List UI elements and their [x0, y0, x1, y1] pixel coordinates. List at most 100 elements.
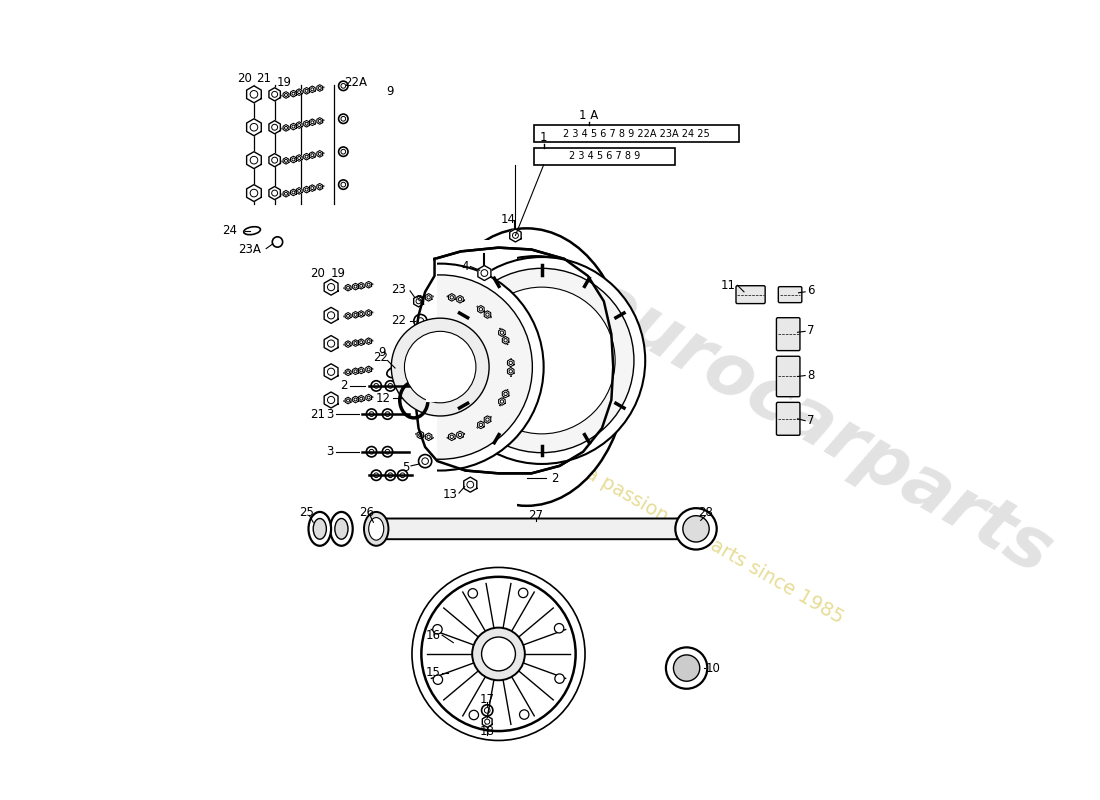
Circle shape — [339, 180, 348, 190]
Circle shape — [339, 147, 348, 156]
Circle shape — [666, 647, 707, 689]
Text: 5: 5 — [402, 462, 409, 474]
Polygon shape — [283, 125, 289, 131]
Text: 2 3 4 5 6 7 8 9: 2 3 4 5 6 7 8 9 — [569, 151, 640, 162]
Circle shape — [318, 152, 321, 155]
Circle shape — [311, 88, 313, 91]
Text: a passion for parts since 1985: a passion for parts since 1985 — [582, 464, 847, 628]
Circle shape — [285, 159, 287, 162]
Polygon shape — [268, 186, 280, 200]
Circle shape — [446, 267, 626, 448]
Text: 3: 3 — [327, 446, 334, 458]
Circle shape — [419, 434, 422, 437]
Polygon shape — [484, 416, 491, 423]
FancyBboxPatch shape — [777, 356, 800, 397]
Polygon shape — [309, 152, 316, 158]
Circle shape — [328, 340, 334, 347]
Text: 8: 8 — [807, 369, 814, 382]
Bar — [0, 212, 438, 588]
Circle shape — [318, 186, 321, 188]
Polygon shape — [449, 433, 455, 441]
Circle shape — [360, 313, 363, 315]
Ellipse shape — [364, 512, 388, 546]
Circle shape — [292, 92, 295, 95]
Polygon shape — [324, 364, 338, 380]
Text: 2 3 4 5 6 7 8 9 22A 23A 24 25: 2 3 4 5 6 7 8 9 22A 23A 24 25 — [563, 129, 711, 139]
Circle shape — [427, 296, 430, 299]
Polygon shape — [246, 185, 262, 202]
Circle shape — [554, 623, 564, 633]
Circle shape — [434, 256, 638, 459]
Text: eurocarparts: eurocarparts — [573, 266, 1064, 590]
Polygon shape — [317, 85, 322, 91]
Ellipse shape — [334, 518, 348, 539]
Circle shape — [500, 331, 504, 334]
Polygon shape — [464, 477, 476, 492]
Polygon shape — [324, 335, 338, 351]
Circle shape — [305, 155, 308, 158]
Circle shape — [367, 283, 370, 286]
Circle shape — [305, 122, 308, 126]
Text: 21: 21 — [310, 408, 326, 421]
Polygon shape — [296, 89, 303, 95]
Polygon shape — [317, 150, 322, 157]
Text: 18: 18 — [480, 725, 495, 738]
Circle shape — [346, 342, 350, 346]
Polygon shape — [353, 311, 359, 318]
Polygon shape — [345, 369, 351, 375]
Circle shape — [367, 340, 370, 342]
Circle shape — [466, 482, 474, 488]
Polygon shape — [304, 186, 309, 193]
Circle shape — [318, 119, 321, 122]
Circle shape — [683, 516, 710, 542]
Polygon shape — [304, 87, 309, 94]
Text: 22: 22 — [373, 351, 388, 364]
Circle shape — [298, 157, 300, 159]
Circle shape — [346, 371, 350, 374]
Circle shape — [480, 423, 483, 426]
Circle shape — [486, 313, 490, 316]
Circle shape — [311, 186, 313, 190]
Text: 21: 21 — [256, 72, 271, 85]
Circle shape — [500, 400, 504, 403]
Polygon shape — [359, 339, 364, 346]
Polygon shape — [304, 154, 309, 160]
Bar — [535, 126, 739, 142]
Polygon shape — [426, 294, 432, 301]
Polygon shape — [456, 295, 463, 303]
Polygon shape — [324, 279, 338, 295]
Circle shape — [346, 314, 350, 318]
Polygon shape — [359, 395, 364, 402]
Text: 9: 9 — [378, 346, 386, 359]
Circle shape — [311, 154, 313, 157]
Circle shape — [554, 674, 564, 683]
Circle shape — [485, 719, 490, 724]
Polygon shape — [359, 367, 364, 374]
Circle shape — [272, 124, 277, 130]
Circle shape — [311, 121, 313, 124]
Circle shape — [385, 470, 396, 481]
Text: 10: 10 — [705, 662, 720, 674]
Text: 7: 7 — [807, 324, 814, 337]
Text: 14: 14 — [500, 213, 516, 226]
FancyBboxPatch shape — [370, 518, 703, 539]
Circle shape — [360, 284, 363, 287]
Circle shape — [414, 314, 427, 327]
Polygon shape — [366, 394, 372, 401]
Circle shape — [397, 381, 408, 391]
Polygon shape — [268, 121, 280, 134]
Circle shape — [371, 381, 382, 391]
Polygon shape — [268, 88, 280, 101]
Polygon shape — [484, 311, 491, 318]
Circle shape — [383, 409, 393, 419]
FancyBboxPatch shape — [736, 286, 766, 303]
Circle shape — [450, 296, 453, 299]
Bar — [329, 240, 517, 522]
Polygon shape — [309, 86, 316, 93]
Text: 9: 9 — [386, 85, 394, 98]
Polygon shape — [345, 284, 351, 291]
Polygon shape — [414, 248, 613, 474]
Circle shape — [318, 86, 321, 90]
Circle shape — [354, 314, 358, 316]
Circle shape — [250, 90, 257, 98]
